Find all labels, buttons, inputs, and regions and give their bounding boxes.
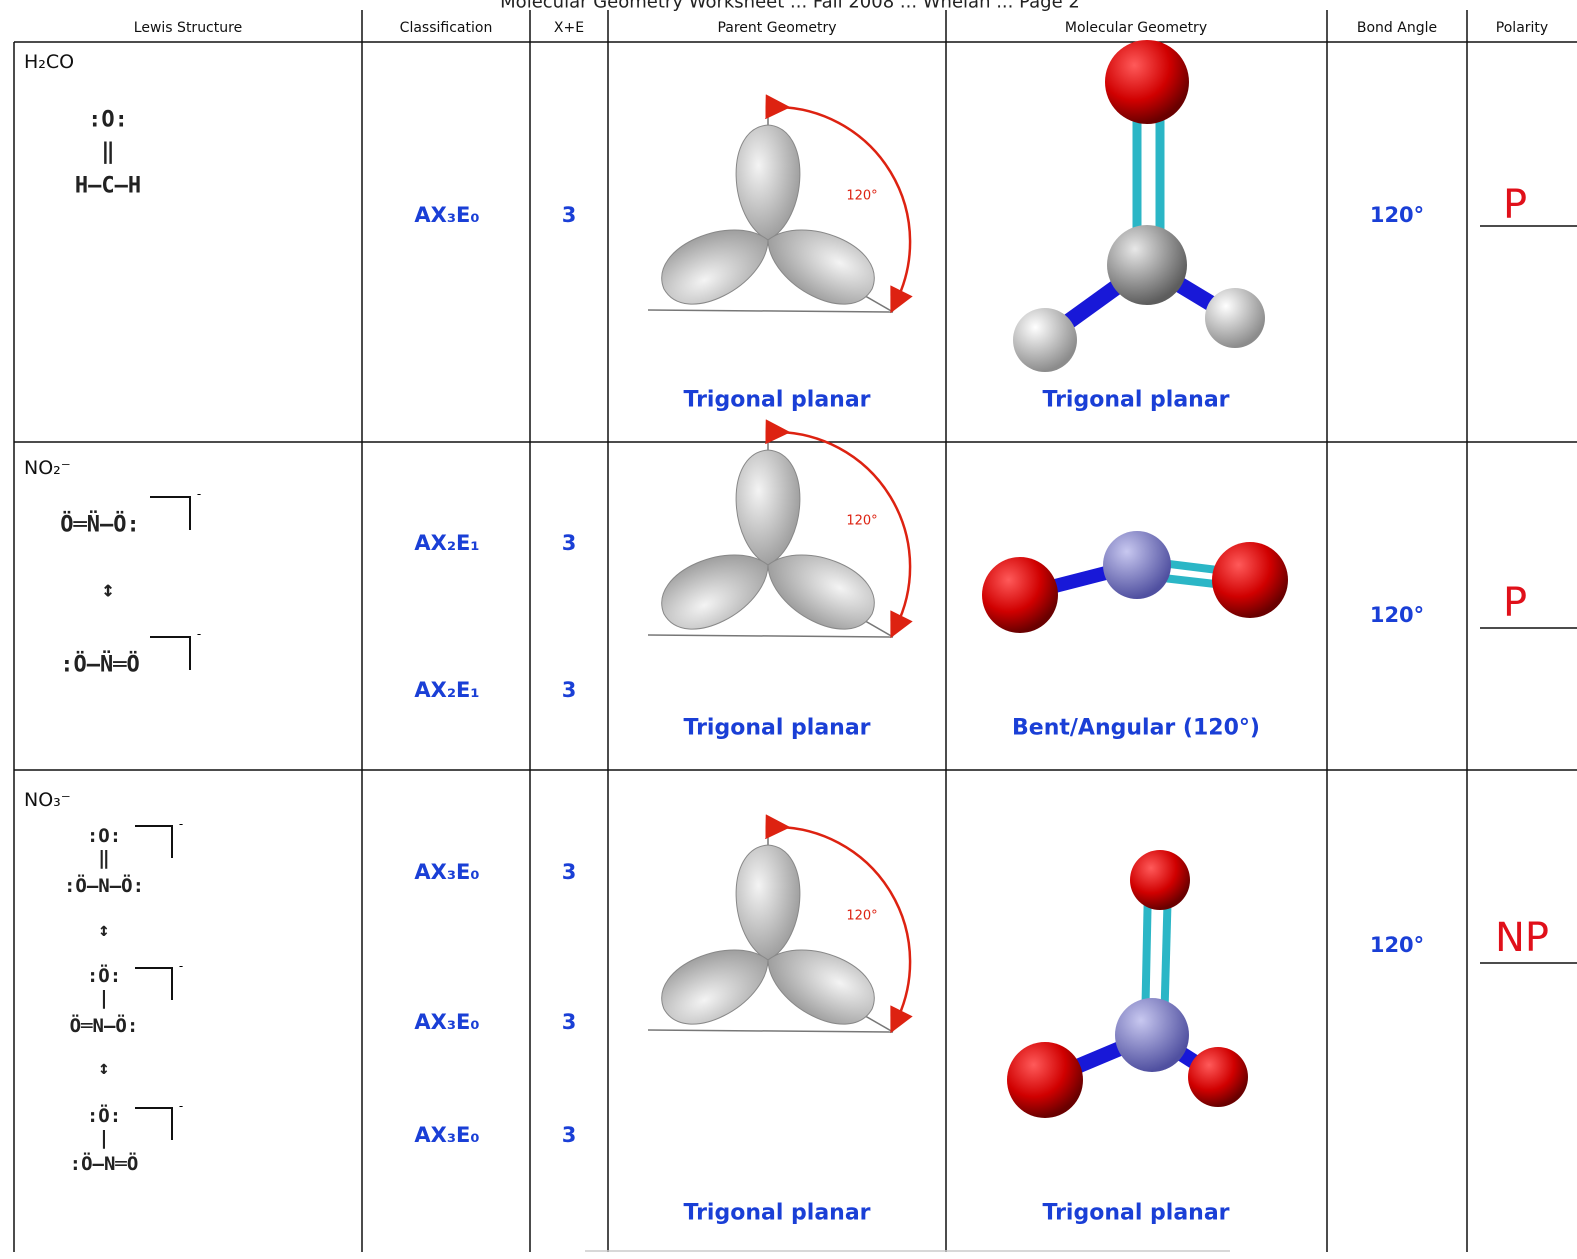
lewis-line: | [98,1127,110,1149]
lewis-line: :O: [86,825,122,847]
ion-charge: - [178,817,184,831]
x-plus-e: 3 [561,1010,577,1034]
orbital-diagram [648,820,910,1038]
polarity: P [1502,182,1528,228]
column-header: Classification [399,20,493,36]
bond-angle: 120° [1369,603,1425,627]
lewis-line: ‖ [98,847,110,869]
formula: NO₃⁻ [24,789,71,811]
answer-lines [1480,225,1577,964]
x-plus-e: 3 [561,203,577,227]
lewis-line: Ö═N—Ö: [69,1015,139,1037]
ion-charge: - [178,959,184,973]
formula: H₂CO [24,51,75,73]
x-plus-e: 3 [561,1123,577,1147]
x-plus-e: 3 [561,531,577,555]
parent-geometry: Trigonal planar [683,387,871,413]
x-plus-e: 3 [561,860,577,884]
formula: NO₂⁻ [24,457,71,479]
lewis-line: ↕ [98,1057,110,1079]
bond-angle: 120° [1369,203,1425,227]
molecular-geometry: Bent/Angular (120°) [1012,715,1260,741]
table-lines [13,10,1577,1252]
orbital-diagram [648,100,910,318]
bond-angle: 120° [1369,933,1425,957]
molecule-model [982,531,1288,633]
lewis-line: :Ö: [86,1105,122,1127]
classification: AX₃E₀ [414,203,480,227]
x-plus-e: 3 [561,678,577,702]
lewis-line: | [98,987,110,1009]
molecular-geometry: Trigonal planar [1042,1200,1230,1226]
column-header: Polarity [1495,20,1549,36]
lewis-line: :Ö—N═Ö [69,1153,139,1175]
ion-brackets [135,496,191,1140]
polarity: NP [1494,915,1550,961]
column-header: Bond Angle [1356,20,1438,36]
classification: AX₂E₁ [414,531,480,555]
molecule-model [1007,850,1248,1118]
lewis-line: :O: [88,107,128,133]
lewis-line: :Ö—N—Ö: [63,875,145,897]
angle-label: 120° [846,513,878,529]
ion-charge: - [196,487,202,501]
lewis-line: Ö═N̈—Ö: [60,512,140,538]
molecular-geometry: Trigonal planar [1042,387,1230,413]
classification: AX₃E₀ [414,860,480,884]
lewis-line: ‖ [101,139,115,165]
lewis-line: ↕ [98,919,110,941]
lewis-line: ↕ [101,577,115,603]
classification: AX₂E₁ [414,678,480,702]
lewis-line: :Ö—N̈═Ö [60,652,140,678]
classification: AX₃E₀ [414,1010,480,1034]
column-header: Parent Geometry [717,20,837,36]
parent-geometry: Trigonal planar [683,1200,871,1226]
orbital-diagram [648,425,910,643]
ion-charge: - [178,1099,184,1113]
angle-label: 120° [846,908,878,924]
column-header: Molecular Geometry [1064,20,1208,36]
parent-geometry: Trigonal planar [683,715,871,741]
molecule-model [1013,40,1265,372]
polarity: P [1502,580,1528,626]
lewis-line: H—C—H [74,173,142,199]
classification: AX₃E₀ [414,1123,480,1147]
page-title: Molecular Geometry Worksheet ... Fall 20… [500,0,1080,13]
column-header: Lewis Structure [133,20,243,36]
lewis-line: :Ö: [86,965,122,987]
angle-label: 120° [846,188,878,204]
column-header: X+E [553,20,585,36]
ion-charge: - [196,627,202,641]
